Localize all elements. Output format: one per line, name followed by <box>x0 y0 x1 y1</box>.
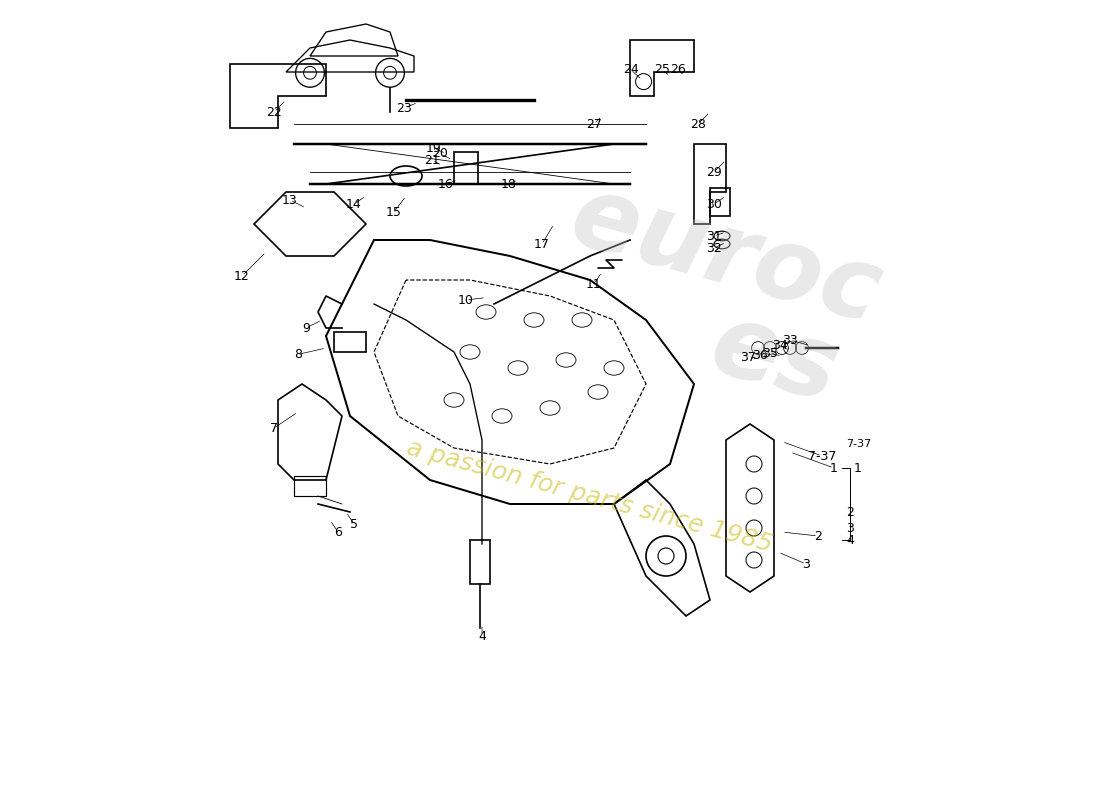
Text: 35: 35 <box>762 347 778 360</box>
Bar <box>454 152 478 184</box>
Text: 3: 3 <box>802 558 810 570</box>
Text: 1: 1 <box>854 462 862 474</box>
Text: 25: 25 <box>654 63 670 76</box>
Text: 27: 27 <box>586 118 602 130</box>
Text: 15: 15 <box>386 206 402 218</box>
Text: 24: 24 <box>623 63 639 76</box>
Text: 37: 37 <box>740 351 757 364</box>
Text: 18: 18 <box>500 178 516 190</box>
Text: 7-37: 7-37 <box>846 439 871 449</box>
Text: 23: 23 <box>396 102 412 114</box>
Text: 2: 2 <box>846 506 854 518</box>
Text: 34: 34 <box>772 339 788 352</box>
Text: 31: 31 <box>706 230 722 242</box>
Text: euroc: euroc <box>561 168 891 344</box>
Text: 7-37: 7-37 <box>807 450 836 462</box>
Text: 14: 14 <box>346 198 362 210</box>
Bar <box>294 476 326 496</box>
Text: 16: 16 <box>438 178 454 190</box>
Text: 26: 26 <box>670 63 686 76</box>
Text: 4: 4 <box>478 630 486 642</box>
Text: 2: 2 <box>814 530 822 542</box>
Text: 30: 30 <box>706 198 722 210</box>
Text: 3: 3 <box>846 522 854 534</box>
Bar <box>334 332 366 352</box>
Text: 29: 29 <box>706 166 722 178</box>
Text: 21: 21 <box>425 154 440 166</box>
Text: 1: 1 <box>830 462 838 474</box>
Text: 36: 36 <box>751 350 768 362</box>
Text: 5: 5 <box>350 518 358 530</box>
Text: 22: 22 <box>266 106 282 118</box>
Text: 13: 13 <box>282 194 298 206</box>
Text: 11: 11 <box>586 278 602 290</box>
Text: 32: 32 <box>706 242 722 254</box>
Text: 17: 17 <box>535 238 550 250</box>
Text: a passion for parts since 1985: a passion for parts since 1985 <box>405 435 776 557</box>
Text: 4: 4 <box>846 534 854 546</box>
Text: 20: 20 <box>432 147 449 160</box>
Bar <box>710 188 730 216</box>
Bar <box>470 540 490 584</box>
Text: 7: 7 <box>270 422 278 434</box>
Text: 28: 28 <box>690 118 706 130</box>
Text: 33: 33 <box>782 334 797 346</box>
Text: es: es <box>700 297 848 423</box>
Text: 12: 12 <box>234 270 250 282</box>
Text: 6: 6 <box>334 526 342 538</box>
Text: 10: 10 <box>458 294 474 306</box>
Text: 8: 8 <box>294 348 302 361</box>
Text: 9: 9 <box>302 322 310 334</box>
Text: 19: 19 <box>426 142 442 154</box>
